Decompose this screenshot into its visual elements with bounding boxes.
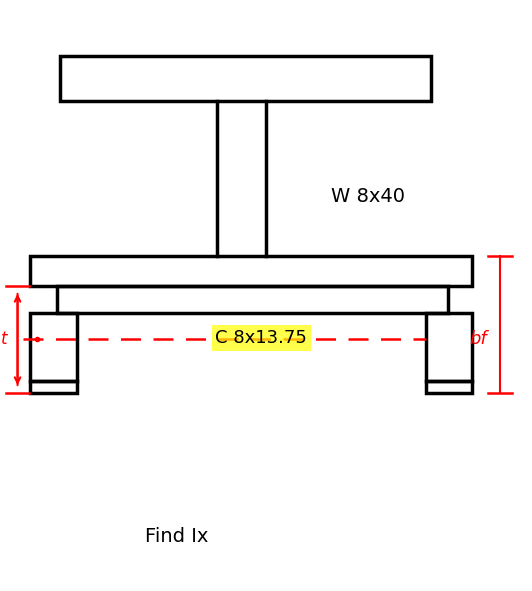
Text: C 8x13.75: C 8x13.75 (215, 329, 307, 347)
Text: W 8x40: W 8x40 (331, 187, 405, 206)
Text: Find Ix: Find Ix (145, 527, 209, 545)
Text: t: t (1, 330, 7, 348)
Text: bf: bf (469, 330, 487, 348)
